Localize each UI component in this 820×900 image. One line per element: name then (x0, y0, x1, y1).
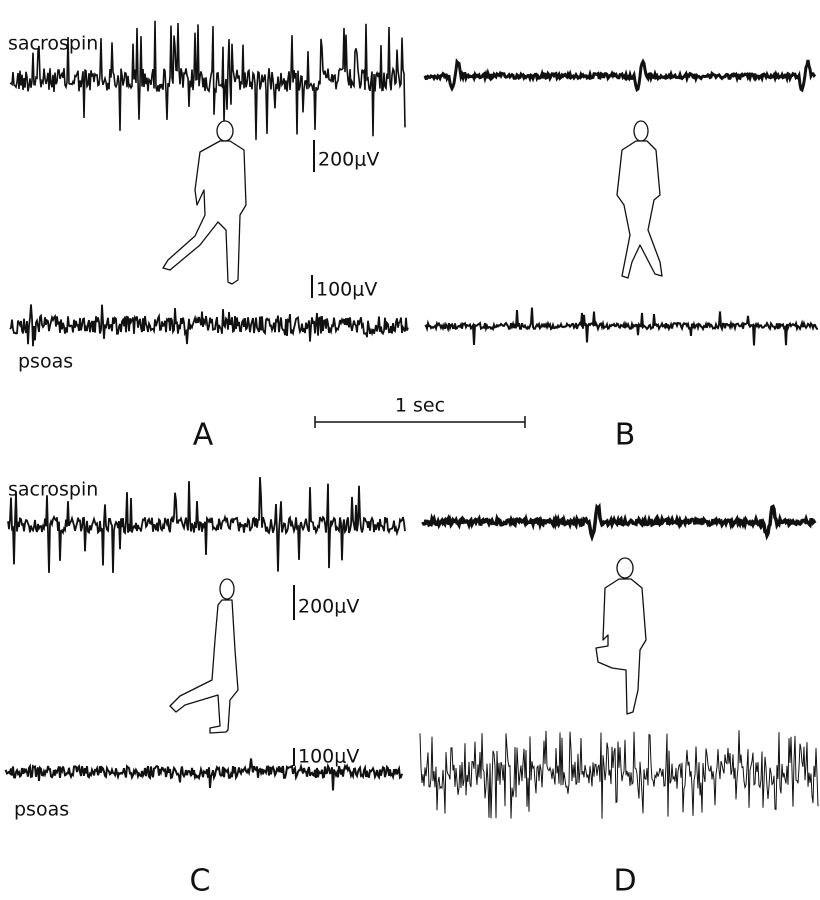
panel-label: D (613, 864, 636, 899)
emg-trace (425, 308, 818, 346)
time-label: 1 sec (395, 395, 445, 417)
emg-trace (10, 305, 408, 347)
posture-figure (163, 121, 246, 284)
muscle-label: psoas (18, 351, 73, 373)
emg-trace (422, 507, 815, 537)
traces (5, 21, 818, 819)
scale-label: 100μV (316, 279, 377, 301)
panel-label: C (190, 864, 211, 899)
posture-figure (596, 558, 646, 714)
panel-label: B (615, 418, 636, 453)
scale-label: 200μV (298, 596, 359, 618)
muscle-label: psoas (14, 799, 69, 821)
emg-trace (420, 730, 818, 818)
scale-label: 200μV (318, 149, 379, 171)
posture-figure (617, 121, 662, 278)
panel-label: A (193, 418, 214, 453)
emg-figure: sacrospin psoas sacrospin psoas 200μV 10… (0, 0, 820, 900)
muscle-label: sacrospin (8, 479, 98, 501)
muscle-label: sacrospin (8, 33, 98, 55)
emg-trace (425, 60, 815, 90)
posture-figure (170, 579, 238, 733)
scale-label: 100μV (298, 746, 359, 768)
